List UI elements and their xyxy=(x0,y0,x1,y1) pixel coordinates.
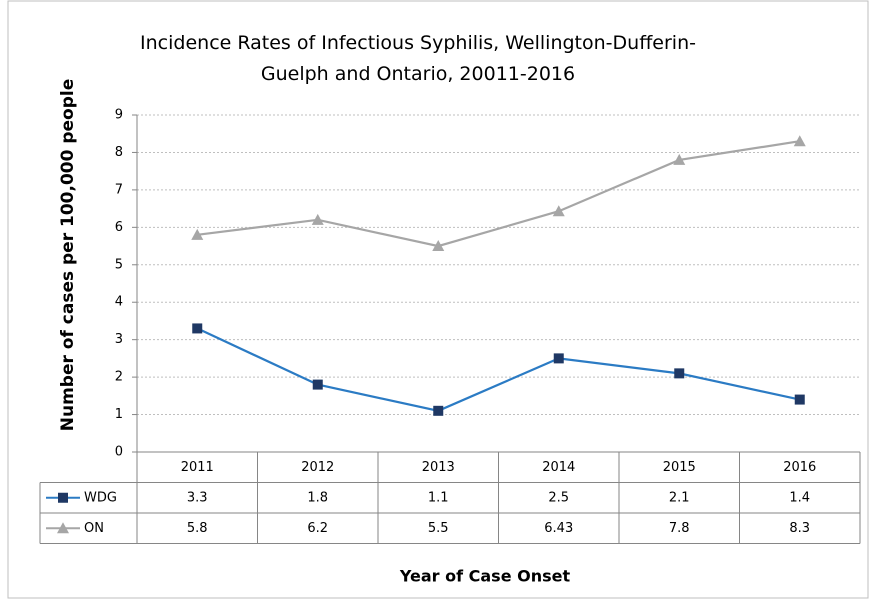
series-line xyxy=(197,140,800,248)
x-axis-label: Year of Case Onset xyxy=(399,567,571,586)
y-tick-label: 8 xyxy=(115,145,123,160)
legend-label: ON xyxy=(84,521,104,536)
y-tick-label: 9 xyxy=(115,108,123,123)
marker xyxy=(432,240,445,252)
x-tick-label: 2013 xyxy=(422,460,455,475)
marker xyxy=(552,205,565,217)
y-tick-label: 7 xyxy=(115,182,123,197)
table-value: 7.8 xyxy=(669,521,690,536)
legend-label: WDG xyxy=(84,490,117,505)
table-value: 6.2 xyxy=(307,521,328,536)
marker xyxy=(312,379,323,390)
y-axis-label: Number of cases per 100,000 people xyxy=(58,79,78,432)
marker xyxy=(674,368,685,379)
x-tick-label: 2016 xyxy=(783,460,816,475)
y-tick-label: 1 xyxy=(115,407,123,422)
legend-marker xyxy=(57,522,69,534)
marker xyxy=(191,228,204,240)
y-tick-label: 6 xyxy=(115,220,123,235)
marker xyxy=(192,323,203,334)
series-line xyxy=(196,327,800,412)
table-value: 3.3 xyxy=(187,490,208,505)
y-tick-label: 2 xyxy=(115,370,123,385)
marker xyxy=(553,353,564,364)
x-tick-label: 2014 xyxy=(542,460,575,475)
y-tick-label: 4 xyxy=(115,295,123,310)
y-tick-label: 0 xyxy=(115,445,123,460)
legend-marker xyxy=(58,492,68,503)
table-value: 1.8 xyxy=(307,490,328,505)
table-value: 2.5 xyxy=(548,490,569,505)
table-value: 8.3 xyxy=(789,521,810,536)
table-value: 5.8 xyxy=(187,521,208,536)
table-value: 2.1 xyxy=(669,490,690,505)
chart-border xyxy=(7,0,869,599)
table-value: 1.1 xyxy=(428,490,449,505)
y-tick-label: 3 xyxy=(115,332,123,347)
table-value: 6.43 xyxy=(544,521,573,536)
chart-title: Incidence Rates of Infectious Syphilis, … xyxy=(140,32,696,85)
marker xyxy=(311,213,324,225)
x-tick-label: 2015 xyxy=(663,460,696,475)
marker xyxy=(673,153,686,165)
x-tick-label: 2012 xyxy=(301,460,334,475)
y-tick-label: 5 xyxy=(115,257,123,272)
table-value: 5.5 xyxy=(428,521,449,536)
marker xyxy=(433,405,444,416)
table-value: 1.4 xyxy=(789,490,810,505)
marker xyxy=(794,394,805,405)
marker xyxy=(793,135,806,147)
x-tick-label: 2011 xyxy=(181,460,214,475)
